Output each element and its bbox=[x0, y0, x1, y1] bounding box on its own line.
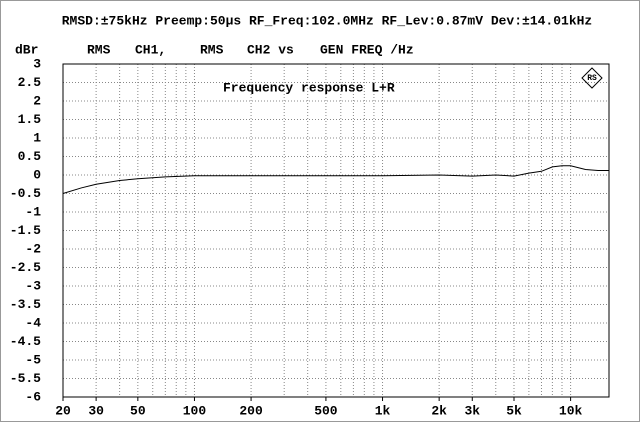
y-tick-label: 0 bbox=[33, 167, 41, 182]
x-tick-label: 10k bbox=[559, 403, 583, 418]
y-tick-label: -3.5 bbox=[10, 297, 41, 312]
x-tick-label: 50 bbox=[130, 403, 146, 418]
logo: RS bbox=[581, 67, 603, 89]
y-tick-label: -2.5 bbox=[10, 260, 41, 275]
y-tick-label: 0.5 bbox=[18, 149, 42, 164]
header-text: CH1, bbox=[135, 42, 166, 57]
y-tick-label: -2 bbox=[25, 241, 41, 256]
x-tick-label: 2k bbox=[431, 403, 447, 418]
x-tick-label: 20 bbox=[55, 403, 71, 418]
x-tick-label: 500 bbox=[314, 403, 338, 418]
data-line bbox=[62, 165, 609, 194]
y-tick-label: 1.5 bbox=[18, 112, 42, 127]
y-tick-label: -0.5 bbox=[10, 186, 41, 201]
header-text: CH2 vs bbox=[247, 42, 294, 57]
y-tick-label: -6 bbox=[25, 389, 41, 404]
header-text: GEN FREQ /Hz bbox=[320, 42, 414, 57]
y-tick-label: 2.5 bbox=[18, 75, 42, 90]
y-tick-label: -4 bbox=[25, 315, 41, 330]
y-tick-label: 3 bbox=[33, 56, 41, 71]
y-tick-label: -1.5 bbox=[10, 223, 41, 238]
x-tick-label: 1k bbox=[375, 403, 391, 418]
y-tick-label: -3 bbox=[25, 278, 41, 293]
annotation: Frequency response L+R bbox=[223, 80, 395, 95]
y-tick-label: -1 bbox=[25, 204, 41, 219]
x-tick-label: 100 bbox=[183, 403, 207, 418]
y-tick-label: -5.5 bbox=[10, 371, 41, 386]
y-tick-label: -4.5 bbox=[10, 334, 41, 349]
plot-area: 3 2.5 2 1.5 1 0.5 0 -0.5 -1 -1.5 -2 -2.5 -3 -3.5 -4 -4.… bbox=[10, 56, 610, 418]
x-tick-label: 3k bbox=[464, 403, 480, 418]
header-text: RMS bbox=[87, 42, 111, 57]
chart-title: RMSD:±75kHz Preemp:50μs RF_Freq:102.0MHz… bbox=[62, 13, 593, 28]
x-tick-label: 200 bbox=[239, 403, 263, 418]
header-text: RMS bbox=[200, 42, 224, 57]
y-axis-label: dBr bbox=[15, 42, 38, 57]
x-tick-label: 5k bbox=[506, 403, 522, 418]
y-tick-label: 2 bbox=[33, 93, 41, 108]
y-tick-label: 1 bbox=[33, 130, 41, 145]
x-tick-label: 30 bbox=[88, 403, 104, 418]
plot-frame bbox=[62, 63, 610, 398]
y-tick-label: -5 bbox=[25, 352, 41, 367]
svg-text:RS: RS bbox=[587, 74, 597, 83]
